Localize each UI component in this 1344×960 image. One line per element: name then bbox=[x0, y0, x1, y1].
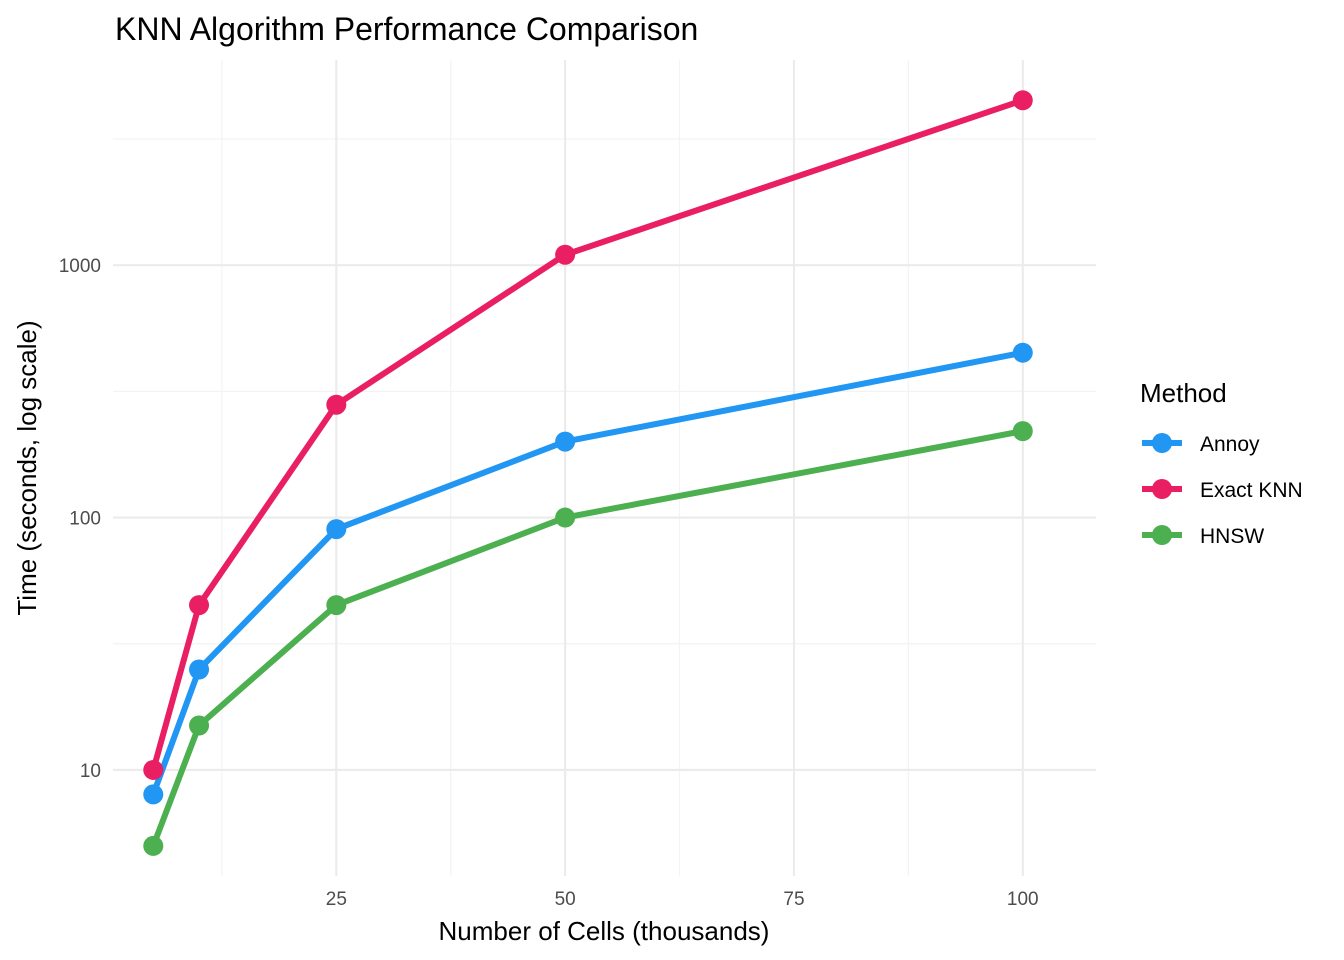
y-tick-label: 100 bbox=[69, 509, 101, 530]
y-tick-label: 1000 bbox=[59, 256, 101, 277]
minor-gridlines-y bbox=[113, 138, 1096, 645]
major-gridlines-x bbox=[335, 60, 1024, 876]
data-point-hnsw-10 bbox=[189, 715, 210, 736]
legend-key-point bbox=[1152, 433, 1172, 453]
legend-key-point bbox=[1152, 479, 1172, 499]
legend-key-point bbox=[1152, 525, 1172, 545]
major-gridlines-y bbox=[113, 264, 1096, 771]
series-lines bbox=[150, 97, 1024, 847]
data-point-hnsw-50 bbox=[555, 507, 576, 528]
data-point-exact-knn-25 bbox=[326, 394, 347, 415]
x-tick-label: 75 bbox=[783, 889, 804, 910]
data-point-annoy-50 bbox=[555, 431, 576, 452]
y-axis-title: Time (seconds, log scale) bbox=[12, 320, 42, 615]
legend-item-annoy: Annoy bbox=[1142, 433, 1260, 456]
y-axis-tick-labels: 10 100 1000 bbox=[59, 256, 101, 782]
x-axis-tick-labels: 25 50 75 100 bbox=[326, 889, 1039, 910]
data-point-hnsw-100 bbox=[1012, 421, 1033, 442]
legend-label: HNSW bbox=[1200, 525, 1264, 548]
data-point-hnsw-5 bbox=[143, 835, 164, 856]
legend-item-hnsw: HNSW bbox=[1142, 525, 1264, 548]
data-point-annoy-5 bbox=[143, 784, 164, 805]
data-point-exact-knn-50 bbox=[555, 244, 576, 265]
data-point-annoy-100 bbox=[1012, 342, 1033, 363]
x-axis-title: Number of Cells (thousands) bbox=[439, 916, 770, 946]
x-tick-label: 25 bbox=[326, 889, 347, 910]
legend-item-exact-knn: Exact KNN bbox=[1142, 479, 1303, 502]
legend-label: Annoy bbox=[1200, 433, 1260, 456]
series-line-hnsw bbox=[150, 428, 1024, 847]
data-point-exact-knn-5 bbox=[143, 759, 164, 780]
data-point-annoy-10 bbox=[189, 659, 210, 680]
x-tick-label: 100 bbox=[1007, 889, 1039, 910]
series-line-annoy bbox=[150, 349, 1024, 796]
data-point-hnsw-25 bbox=[326, 595, 347, 616]
y-tick-label: 10 bbox=[80, 761, 101, 782]
x-tick-label: 50 bbox=[555, 889, 576, 910]
minor-gridlines-x bbox=[221, 60, 909, 876]
data-point-exact-knn-100 bbox=[1012, 90, 1033, 111]
chart-title: KNN Algorithm Performance Comparison bbox=[115, 11, 698, 47]
legend-label: Exact KNN bbox=[1200, 479, 1303, 502]
data-point-exact-knn-10 bbox=[189, 595, 210, 616]
data-point-annoy-25 bbox=[326, 519, 347, 540]
legend-title: Method bbox=[1140, 378, 1227, 408]
legend: Method Annoy Exact KNN HNSW bbox=[1140, 378, 1303, 548]
series-points bbox=[143, 90, 1033, 856]
